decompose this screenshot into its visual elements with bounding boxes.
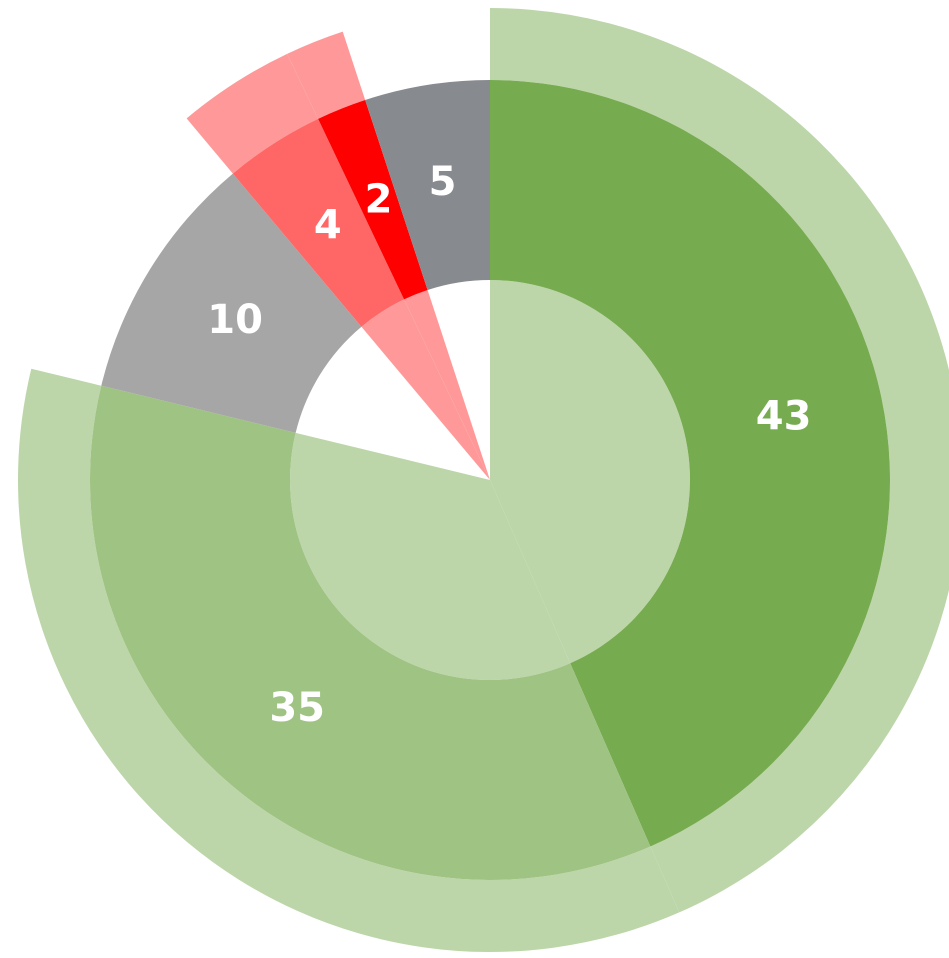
slice bbox=[318, 99, 428, 300]
outer-ring-slice bbox=[490, 8, 949, 913]
outer-ring-slice bbox=[287, 31, 366, 119]
inner-slice bbox=[404, 289, 490, 480]
slice bbox=[232, 118, 405, 327]
inner-slice bbox=[490, 280, 690, 664]
value-label: 4 bbox=[314, 203, 342, 249]
value-label: 2 bbox=[365, 176, 393, 222]
value-label: 35 bbox=[269, 685, 325, 731]
slice bbox=[365, 80, 490, 290]
slice bbox=[101, 173, 362, 433]
value-label: 5 bbox=[429, 159, 457, 205]
value-label: 10 bbox=[207, 297, 263, 343]
value-label: 43 bbox=[756, 394, 812, 440]
inner-slice bbox=[361, 299, 490, 480]
outer-ring-slice bbox=[186, 53, 319, 174]
outer-ring-slice bbox=[17, 368, 680, 952]
slice bbox=[90, 385, 651, 880]
slice bbox=[490, 80, 890, 847]
inner-slice bbox=[290, 432, 571, 680]
